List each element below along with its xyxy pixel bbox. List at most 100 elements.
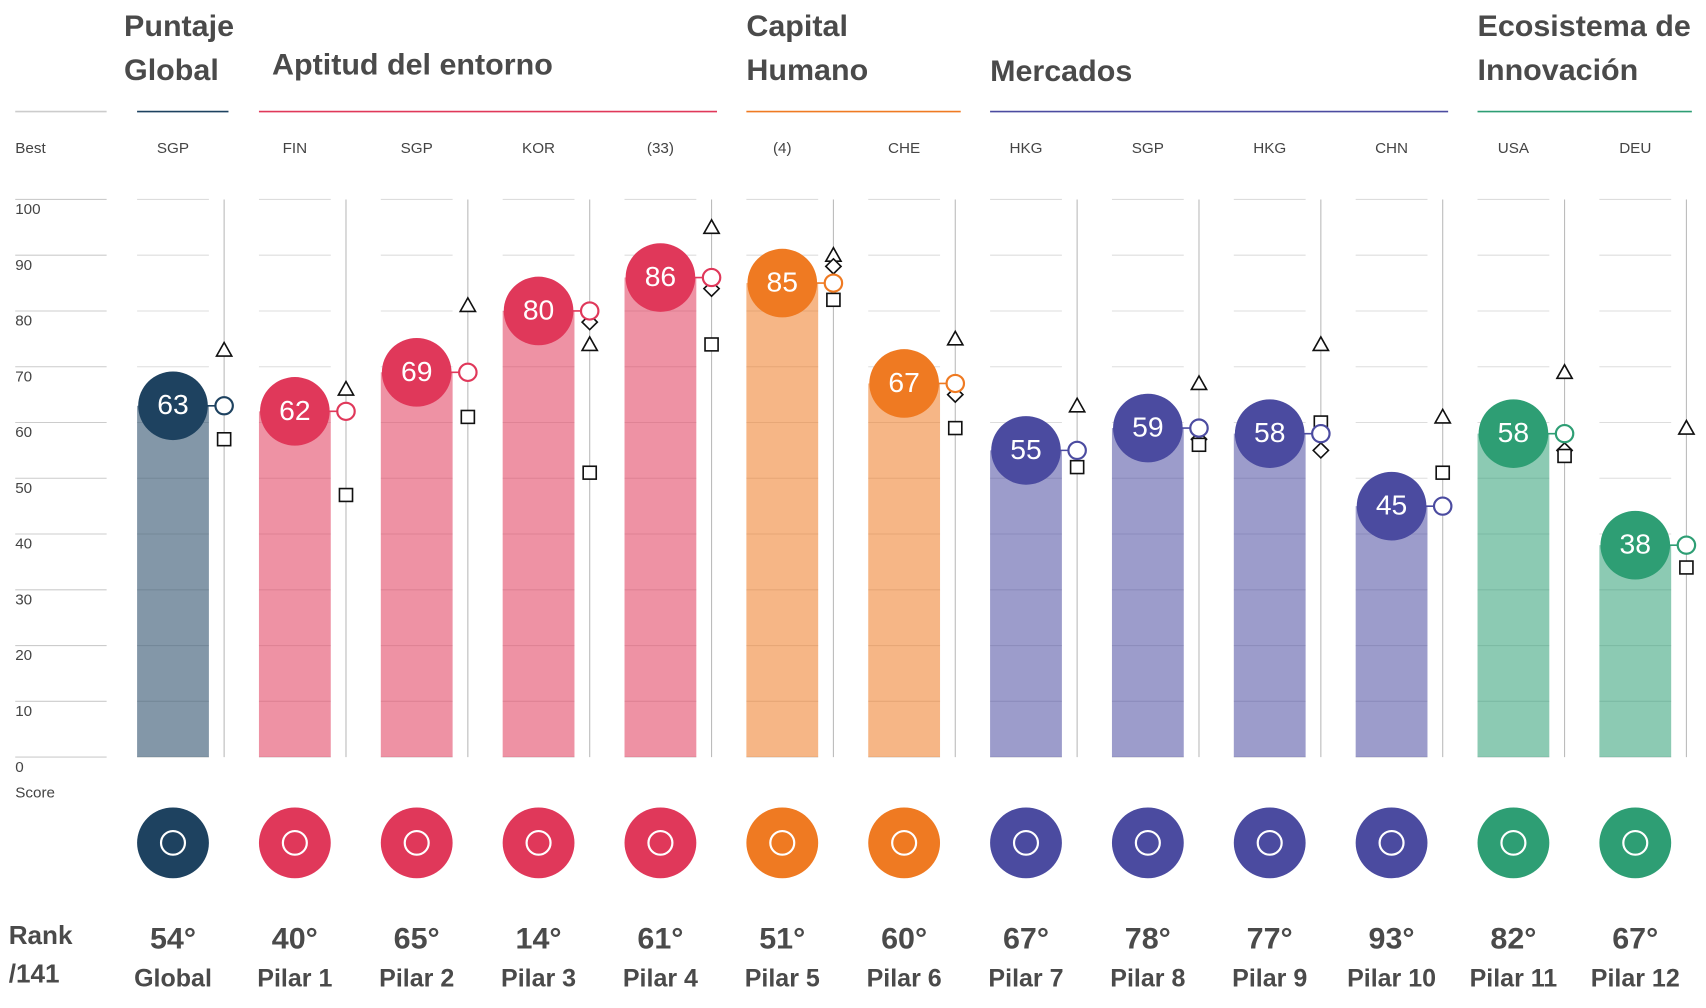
score-bubble [1356,471,1427,541]
bar [1477,433,1550,758]
square-marker [704,337,719,352]
icon-glyph [1500,829,1527,856]
pillar-icon [868,807,941,879]
bar [1355,506,1428,758]
x-tick-label: Pilar 3 [501,966,576,993]
y-tick-label: 80 [15,313,32,330]
triangle-marker [1555,363,1574,380]
best-country: HKG [1010,140,1043,157]
x-tick-label: Pilar 12 [1591,966,1680,993]
score-label: Score [15,785,55,802]
bar [502,310,575,758]
triangle-marker [946,329,965,346]
score-bubble [869,349,939,418]
y-tick-label: 70 [15,369,32,386]
square-marker [1435,465,1451,480]
rank: 67° [1612,923,1658,956]
x-tick-label: Pilar 11 [1470,966,1558,993]
score-label: 62 [279,395,310,426]
score-circle-marker [214,396,234,416]
x-tick-label: Pilar 8 [1110,966,1185,993]
bar [624,277,697,758]
score-label: 67 [888,367,919,398]
score-label: 85 [767,267,798,298]
best-country: DEU [1619,140,1651,157]
bar [258,411,331,758]
best-country: KOR [522,140,555,157]
group-title: Global [124,54,219,87]
best-country: (33) [647,140,674,157]
score-circle-marker [336,401,356,422]
square-marker [1679,560,1694,575]
rank: 51° [759,923,805,956]
bar [1599,545,1672,758]
square-marker [1069,459,1085,475]
x-tick-label: Pilar 9 [1232,966,1307,993]
score-circle-marker [579,301,600,321]
score-circle-marker [1189,418,1209,438]
pillar-icon [746,807,819,879]
group-title: Humano [746,54,868,87]
score-label: 69 [401,356,432,387]
group-title: Ecosistema de [1478,10,1691,43]
y-tick-label: 90 [15,257,32,274]
best-country: SGP [401,140,433,157]
x-tick-label: Global [134,966,212,993]
pillar-icon [1233,807,1306,879]
score-bubble [1234,399,1305,468]
x-tick-label: Pilar 10 [1347,966,1436,993]
score-circle-marker [1432,496,1453,516]
pillar-icon [624,807,697,879]
score-label: 38 [1620,529,1651,560]
y-tick-label: 20 [15,647,32,664]
score-circle-marker [1554,424,1575,444]
score-label: 45 [1376,490,1407,521]
score-bubble [381,338,452,407]
group-title: Puntaje [124,10,234,43]
bar [380,372,453,758]
score-label: 55 [1010,434,1041,465]
score-label: 58 [1254,417,1285,448]
triangle-marker [1068,396,1087,413]
rank-label: /141 [9,961,60,989]
score-bubble [625,243,696,312]
group-title: Mercados [990,55,1132,88]
pillar-icon [1111,807,1184,879]
icon-glyph [1012,829,1040,856]
best-country: CHN [1375,140,1408,157]
icon-glyph [647,829,674,856]
triangle-marker [1189,374,1208,391]
x-tick-label: Pilar 1 [257,966,332,993]
pillar-icon [1355,807,1428,879]
y-tick-label: 40 [15,536,32,553]
score-bubble [138,371,208,441]
score-circle-marker [701,267,722,288]
rank-label: Rank [9,922,73,950]
x-tick-label: Pilar 4 [623,966,698,993]
best-country: CHE [888,140,920,157]
square-marker [1557,448,1572,464]
best-country: HKG [1253,140,1286,157]
group-title: Capital [746,10,848,43]
icon-glyph [159,829,187,856]
y-tick-label: 10 [15,703,32,720]
score-bubble [1113,393,1183,463]
pillar-icon [137,807,209,879]
icon-glyph [891,829,918,856]
score-bubble [747,248,818,318]
x-tick-label: Pilar 2 [379,966,454,993]
score-circle-marker [1676,535,1697,555]
rank: 65° [394,923,440,956]
icon-glyph [525,829,552,856]
score-circle-marker [823,273,844,293]
score-bubble [503,276,574,346]
y-tick-label: 30 [15,592,32,609]
icon-glyph [281,829,308,856]
y-tick-label: 60 [15,424,32,441]
score-bubble [1478,399,1549,468]
rank: 60° [881,923,927,956]
icon-glyph [1622,829,1649,856]
icon-glyph [403,829,430,856]
